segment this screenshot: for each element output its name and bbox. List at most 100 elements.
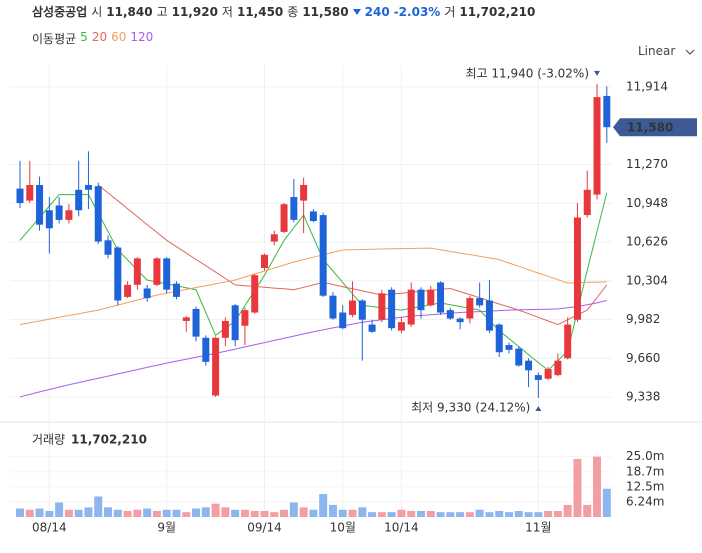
candle-body: [349, 300, 357, 315]
scale-dropdown[interactable]: Linear: [638, 44, 695, 58]
candle-body: [221, 320, 229, 338]
candle-body: [564, 324, 572, 359]
candle-body: [270, 234, 278, 242]
candle-body: [446, 310, 454, 319]
chevron: [685, 49, 695, 55]
volume-bar: [231, 509, 240, 517]
volume-bar: [328, 504, 337, 517]
candle-body: [202, 337, 210, 362]
field-value: 11,840: [106, 4, 153, 19]
candle-body: [94, 186, 102, 242]
legend-entry: 20: [91, 30, 108, 44]
volume-bar: [299, 507, 308, 517]
candle-body: [192, 308, 200, 337]
candle-body: [368, 324, 376, 332]
volume-bar: [113, 509, 122, 517]
volume-tick-label: 12.5m: [626, 479, 664, 493]
volume-bar: [240, 509, 249, 517]
volume-bar: [368, 512, 377, 517]
candle-body: [16, 188, 24, 204]
candle-body: [172, 283, 180, 297]
volume-bar: [270, 512, 279, 517]
ma-line: [19, 247, 607, 326]
volume-bar: [573, 459, 582, 517]
candle-body: [104, 240, 112, 255]
volume-bar: [563, 504, 572, 517]
volume-bar: [104, 507, 113, 517]
volume-bar: [192, 508, 201, 517]
candle-body: [583, 189, 591, 216]
volume-bar: [289, 502, 298, 517]
candle-body: [515, 348, 523, 366]
candle-body: [84, 184, 92, 190]
x-tick-label: 09/14: [247, 521, 282, 535]
candle-body: [388, 289, 396, 329]
volume-bar: [524, 512, 533, 517]
volume-bar: [544, 510, 553, 517]
candle-body: [241, 310, 249, 326]
volume-bar: [446, 512, 455, 517]
ma-line: [97, 184, 608, 326]
down-arrow: [352, 8, 361, 15]
volume-bar: [201, 507, 210, 517]
candle-body: [114, 247, 122, 301]
y-tick-label: 9,982: [626, 312, 660, 326]
ma-legend: 이동평균 5 20 60 120: [32, 30, 153, 47]
x-tick-label: 11월: [525, 521, 551, 535]
field-value: 11,920: [171, 4, 218, 19]
candle-body: [397, 322, 405, 331]
candle-body: [476, 298, 484, 306]
high-marker-arrow: [594, 70, 601, 76]
current-price-label: 11,580: [627, 121, 673, 135]
legend-entry: 120: [130, 30, 154, 44]
volume-bar: [485, 512, 494, 517]
x-tick-label: 10/14: [384, 521, 419, 535]
volume-bar: [465, 512, 474, 517]
volume-bar: [309, 509, 318, 517]
volume-bar: [534, 512, 543, 517]
current-price-tag: [613, 118, 697, 137]
candle-body: [26, 184, 34, 201]
volume-bar: [377, 512, 386, 517]
candle-body: [358, 300, 366, 320]
candle-body: [554, 360, 562, 376]
legend-title: 이동평균: [32, 32, 77, 46]
candle-body: [153, 258, 161, 285]
candle-body: [55, 205, 63, 220]
volume-bar: [182, 512, 191, 517]
candle-body: [75, 189, 83, 211]
candle-body: [309, 211, 317, 222]
candle-body: [251, 275, 259, 313]
volume-bar: [152, 510, 161, 517]
candle-body: [427, 289, 435, 306]
candle-body: [124, 284, 132, 297]
y-tick-label: 9,660: [626, 351, 660, 365]
candle-body: [456, 318, 464, 323]
volume-tick-label: 6.24m: [626, 494, 664, 508]
candle-body: [329, 295, 337, 319]
candle-body: [182, 317, 190, 321]
x-tick-label: 08/14: [32, 521, 67, 535]
volume-bar: [172, 509, 181, 517]
candle-body: [290, 197, 298, 220]
stock-name: 삼성중공업: [32, 5, 88, 19]
volume-bar: [426, 510, 435, 517]
y-tick-label: 11,270: [626, 157, 668, 171]
ma-line: [19, 192, 608, 371]
candle-body: [417, 289, 425, 311]
candle-body: [437, 282, 445, 313]
volume-bar: [143, 508, 152, 517]
candle-body: [45, 210, 53, 229]
volume-bar: [55, 502, 64, 517]
header: 삼성중공업 시 11,840 고 11,920 저 11,450 종 11,580 24…: [32, 3, 535, 20]
candle-body: [143, 288, 151, 299]
volume-bar: [397, 509, 406, 517]
change: 240: [364, 4, 390, 19]
ma-line: [19, 300, 607, 398]
x-tick-label: 9월: [157, 521, 176, 535]
volume-bar: [387, 512, 396, 517]
volume-bar: [358, 507, 367, 517]
candle-body: [485, 300, 493, 331]
volume-latest: 11,702,210: [71, 433, 147, 447]
